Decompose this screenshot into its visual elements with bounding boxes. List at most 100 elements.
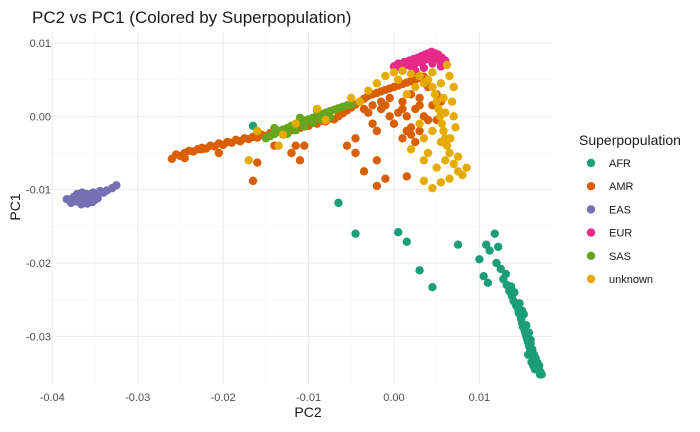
legend-marker	[586, 182, 596, 191]
data-point	[347, 93, 356, 103]
data-point	[483, 278, 493, 287]
chart-title: PC2 vs PC1 (Colored by Superpopulation)	[32, 8, 351, 27]
data-point	[475, 255, 484, 264]
data-point	[381, 71, 390, 81]
data-point	[295, 156, 305, 165]
data-point	[389, 68, 399, 77]
y-tick-label: -0.03	[26, 331, 51, 343]
data-point	[415, 71, 424, 81]
data-point	[419, 156, 429, 165]
data-point	[389, 119, 399, 128]
legend-marker	[586, 251, 596, 260]
data-point	[411, 137, 420, 147]
data-point	[402, 90, 411, 99]
data-point	[493, 242, 503, 252]
data-point	[432, 97, 441, 106]
data-point	[485, 246, 494, 255]
data-point	[517, 306, 527, 315]
data-point	[398, 134, 407, 143]
data-point	[423, 148, 433, 158]
data-point	[439, 126, 448, 136]
legend-item-afr: AFR	[586, 158, 631, 170]
data-point	[253, 158, 262, 167]
data-point	[359, 104, 369, 114]
data-point	[248, 176, 258, 186]
data-point	[372, 79, 382, 88]
data-point	[419, 134, 429, 143]
data-point	[415, 126, 424, 136]
data-points	[62, 47, 546, 379]
data-point	[442, 60, 452, 70]
data-point	[411, 82, 420, 92]
data-point	[402, 237, 411, 246]
data-point	[398, 66, 407, 76]
data-point	[423, 115, 433, 125]
data-point	[253, 126, 262, 136]
legend-item-eur: EUR	[586, 228, 632, 240]
data-point	[278, 130, 288, 139]
y-axis-title: PC1	[7, 193, 23, 220]
data-point	[436, 137, 446, 147]
y-tick-label: -0.01	[26, 185, 51, 197]
data-point	[372, 126, 382, 136]
data-point	[402, 112, 411, 121]
data-point	[436, 79, 446, 88]
data-point	[394, 75, 403, 84]
data-point	[381, 174, 390, 183]
data-point	[441, 108, 450, 117]
data-point	[372, 156, 382, 165]
data-point	[415, 101, 424, 110]
data-point	[355, 97, 364, 106]
x-tick-label: -0.04	[40, 392, 65, 404]
data-point	[398, 104, 407, 114]
data-point	[428, 82, 437, 92]
data-point	[300, 141, 309, 150]
data-point	[523, 350, 533, 359]
data-point	[402, 126, 411, 136]
data-point	[321, 115, 330, 125]
legend-label: SAS	[609, 251, 631, 263]
data-point	[535, 370, 545, 379]
data-point	[93, 194, 102, 203]
data-point	[479, 272, 488, 281]
data-point	[214, 148, 224, 158]
legend-label: AFR	[609, 158, 631, 170]
data-point	[428, 68, 437, 77]
series-eur	[389, 47, 450, 76]
x-tick-label: -0.01	[296, 392, 321, 404]
data-point	[506, 282, 516, 291]
data-point	[270, 123, 279, 133]
data-point	[312, 104, 322, 114]
data-point	[180, 153, 189, 163]
data-point	[458, 170, 467, 180]
data-point	[441, 156, 450, 165]
y-tick-label: -0.02	[26, 258, 51, 270]
data-point	[430, 90, 440, 99]
data-point	[415, 266, 424, 275]
data-point	[351, 229, 360, 238]
y-tick-label: 0.01	[30, 38, 51, 50]
data-point	[334, 198, 343, 208]
data-point	[447, 97, 457, 106]
data-point	[287, 148, 296, 158]
data-point	[291, 141, 300, 150]
legend-label: unknown	[609, 274, 653, 286]
data-point	[68, 195, 77, 205]
data-point	[351, 148, 360, 158]
data-point	[449, 159, 458, 169]
data-point	[432, 163, 441, 172]
legend-marker	[586, 205, 596, 214]
data-point	[526, 339, 535, 348]
data-point	[462, 163, 471, 172]
data-point	[398, 97, 407, 106]
legend-item-eas: EAS	[586, 204, 631, 216]
data-point	[419, 63, 429, 73]
data-point	[364, 86, 373, 95]
data-point	[372, 181, 382, 191]
data-point	[501, 269, 511, 279]
data-point	[406, 145, 416, 154]
data-point	[428, 283, 437, 292]
data-point	[359, 167, 369, 176]
data-point	[428, 59, 437, 68]
data-point	[347, 100, 356, 109]
